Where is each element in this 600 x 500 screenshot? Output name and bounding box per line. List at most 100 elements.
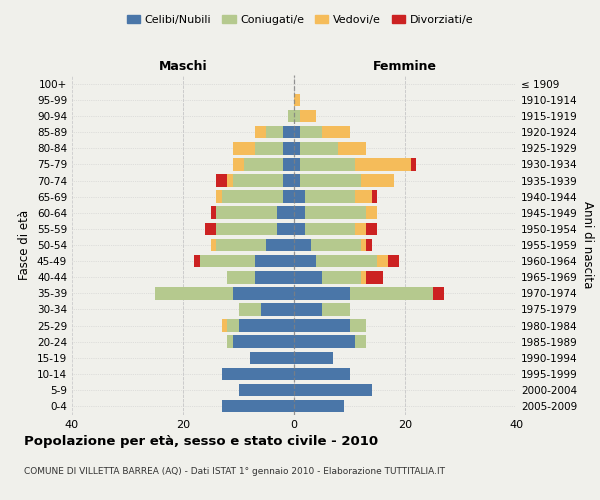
Bar — [217, 190, 294, 203]
Bar — [255, 142, 294, 154]
Bar — [294, 126, 299, 138]
Bar — [294, 320, 350, 332]
Bar — [294, 158, 410, 170]
Bar — [200, 255, 294, 268]
Bar — [255, 126, 294, 138]
Bar — [294, 271, 361, 283]
Bar — [294, 336, 366, 348]
Bar — [233, 142, 294, 154]
Bar — [217, 206, 294, 219]
Bar — [294, 271, 322, 283]
Bar — [294, 222, 305, 235]
Bar — [155, 287, 294, 300]
Bar — [294, 255, 377, 268]
Bar — [227, 336, 294, 348]
Bar — [294, 287, 433, 300]
Bar — [294, 206, 377, 219]
Bar — [294, 222, 355, 235]
Bar — [294, 126, 322, 138]
Bar — [294, 255, 316, 268]
Bar — [294, 238, 366, 252]
Bar — [222, 400, 294, 412]
Bar — [283, 142, 294, 154]
Bar — [294, 336, 366, 348]
Y-axis label: Anni di nascita: Anni di nascita — [581, 202, 594, 288]
Bar — [227, 336, 294, 348]
Bar — [233, 158, 294, 170]
Bar — [222, 400, 294, 412]
Bar — [294, 303, 322, 316]
Bar — [294, 142, 366, 154]
Legend: Celibi/Nubili, Coniugati/e, Vedovi/e, Divorziati/e: Celibi/Nubili, Coniugati/e, Vedovi/e, Di… — [122, 10, 478, 29]
Bar — [227, 271, 294, 283]
Bar — [294, 400, 344, 412]
Bar — [250, 352, 294, 364]
Bar — [294, 222, 366, 235]
Bar — [294, 238, 372, 252]
Bar — [294, 368, 350, 380]
Bar — [294, 142, 366, 154]
Bar — [294, 190, 355, 203]
Bar — [217, 222, 294, 235]
Bar — [294, 255, 400, 268]
Bar — [239, 384, 294, 396]
Bar — [294, 400, 344, 412]
Bar — [294, 174, 361, 187]
Bar — [294, 126, 350, 138]
Bar — [294, 206, 377, 219]
Bar — [211, 206, 294, 219]
Bar — [294, 320, 366, 332]
Bar — [294, 110, 316, 122]
Bar — [294, 174, 394, 187]
Bar — [222, 400, 294, 412]
Bar — [294, 110, 316, 122]
Bar — [294, 190, 377, 203]
Bar — [294, 190, 305, 203]
Bar — [233, 142, 294, 154]
Bar — [194, 255, 294, 268]
Bar — [155, 287, 294, 300]
Bar — [227, 271, 294, 283]
Bar — [217, 206, 294, 219]
Bar — [239, 384, 294, 396]
Bar — [294, 368, 350, 380]
Bar — [294, 320, 366, 332]
Bar — [294, 352, 333, 364]
Bar — [277, 206, 294, 219]
Text: Popolazione per età, sesso e stato civile - 2010: Popolazione per età, sesso e stato civil… — [24, 435, 378, 448]
Bar — [294, 190, 372, 203]
Bar — [294, 94, 299, 106]
Text: COMUNE DI VILLETTA BARREA (AQ) - Dati ISTAT 1° gennaio 2010 - Elaborazione TUTTI: COMUNE DI VILLETTA BARREA (AQ) - Dati IS… — [24, 468, 445, 476]
Bar — [211, 238, 294, 252]
Bar — [294, 94, 299, 106]
Bar — [239, 320, 294, 332]
Bar — [294, 303, 350, 316]
Bar — [233, 336, 294, 348]
Bar — [266, 238, 294, 252]
Bar — [294, 238, 361, 252]
Bar — [222, 320, 294, 332]
Bar — [239, 303, 294, 316]
Bar — [250, 352, 294, 364]
Bar — [294, 206, 366, 219]
Bar — [294, 126, 350, 138]
Bar — [294, 174, 299, 187]
Y-axis label: Fasce di età: Fasce di età — [19, 210, 31, 280]
Bar — [250, 352, 294, 364]
Bar — [294, 320, 366, 332]
Bar — [239, 303, 294, 316]
Bar — [294, 400, 344, 412]
Bar — [233, 158, 294, 170]
Bar — [294, 158, 355, 170]
Bar — [217, 222, 294, 235]
Bar — [205, 222, 294, 235]
Bar — [239, 303, 294, 316]
Bar — [244, 158, 294, 170]
Bar — [233, 174, 294, 187]
Bar — [266, 126, 294, 138]
Bar — [217, 190, 294, 203]
Bar — [294, 368, 350, 380]
Bar — [255, 271, 294, 283]
Bar — [283, 158, 294, 170]
Bar — [294, 352, 333, 364]
